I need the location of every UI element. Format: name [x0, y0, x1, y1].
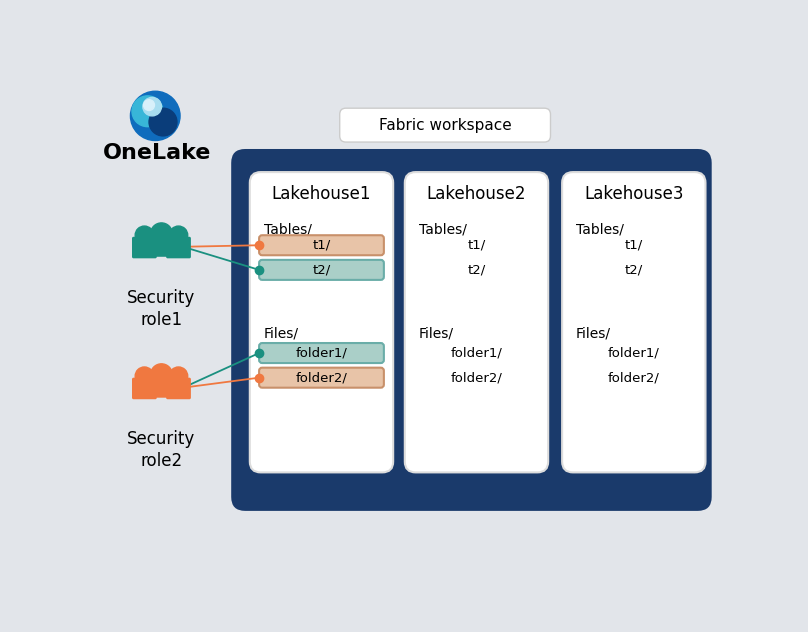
FancyBboxPatch shape [259, 368, 384, 387]
Text: Security
role1: Security role1 [128, 289, 196, 329]
FancyBboxPatch shape [259, 343, 384, 363]
Text: Lakehouse2: Lakehouse2 [427, 185, 526, 203]
Text: Files/: Files/ [576, 327, 611, 341]
Text: t2/: t2/ [625, 264, 643, 276]
Text: t2/: t2/ [313, 264, 330, 276]
Text: Tables/: Tables/ [576, 223, 624, 237]
FancyBboxPatch shape [148, 375, 175, 398]
Circle shape [170, 367, 187, 386]
Text: folder1/: folder1/ [608, 346, 660, 360]
Text: t2/: t2/ [467, 264, 486, 276]
Text: OneLake: OneLake [103, 143, 211, 163]
Text: Files/: Files/ [419, 327, 454, 341]
Text: Tables/: Tables/ [263, 223, 312, 237]
FancyBboxPatch shape [562, 172, 705, 472]
Text: Security
role2: Security role2 [128, 430, 196, 470]
Circle shape [149, 108, 177, 136]
Circle shape [150, 364, 172, 386]
FancyBboxPatch shape [166, 378, 191, 399]
Circle shape [135, 226, 154, 245]
FancyBboxPatch shape [259, 235, 384, 255]
Text: t1/: t1/ [467, 239, 486, 252]
Circle shape [135, 367, 154, 386]
Circle shape [132, 96, 163, 126]
FancyBboxPatch shape [132, 378, 157, 399]
Circle shape [144, 100, 154, 111]
Text: folder1/: folder1/ [296, 346, 347, 360]
FancyBboxPatch shape [132, 237, 157, 258]
FancyBboxPatch shape [405, 172, 548, 472]
Text: t1/: t1/ [625, 239, 643, 252]
FancyBboxPatch shape [166, 237, 191, 258]
Text: Fabric workspace: Fabric workspace [379, 118, 511, 133]
Text: t1/: t1/ [313, 239, 330, 252]
FancyBboxPatch shape [231, 149, 712, 511]
Text: folder1/: folder1/ [451, 346, 503, 360]
FancyBboxPatch shape [148, 234, 175, 257]
FancyBboxPatch shape [250, 172, 393, 472]
Text: folder2/: folder2/ [608, 371, 660, 384]
Text: Tables/: Tables/ [419, 223, 467, 237]
Circle shape [143, 97, 162, 116]
Text: Lakehouse3: Lakehouse3 [584, 185, 684, 203]
Text: Lakehouse1: Lakehouse1 [271, 185, 371, 203]
FancyBboxPatch shape [339, 108, 550, 142]
Text: folder2/: folder2/ [451, 371, 503, 384]
FancyBboxPatch shape [259, 260, 384, 280]
Text: folder2/: folder2/ [296, 371, 347, 384]
Circle shape [130, 91, 180, 140]
Text: Files/: Files/ [263, 327, 299, 341]
Circle shape [150, 223, 172, 245]
Circle shape [170, 226, 187, 245]
